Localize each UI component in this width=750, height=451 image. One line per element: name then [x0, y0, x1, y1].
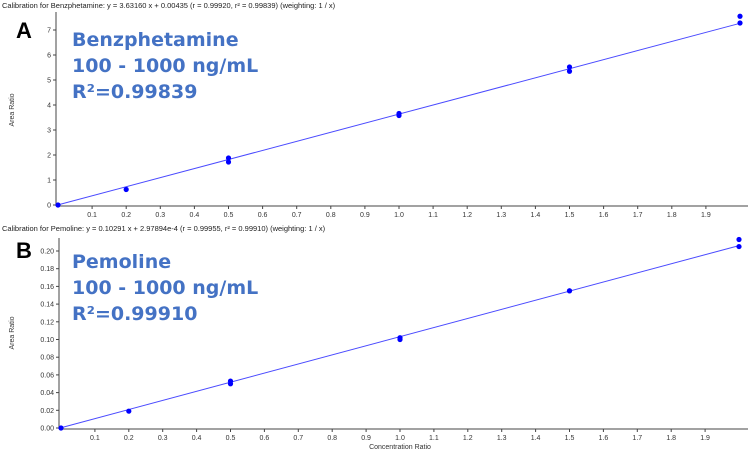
data-point	[736, 243, 742, 250]
x-tick-label: 0.4	[192, 435, 202, 442]
x-tick-label: 1.0	[395, 435, 405, 442]
data-point	[227, 378, 234, 384]
y-tick-label: 1	[47, 178, 51, 185]
y-tick-label: 4	[47, 103, 51, 110]
x-tick-label: 1.9	[700, 435, 710, 442]
panel-label: A	[16, 18, 32, 43]
x-tick-label: 1.3	[497, 435, 507, 442]
annotation-line: Benzphetamine	[72, 29, 239, 51]
x-tick-label: 0.9	[360, 212, 370, 219]
x-tick-label: 1.5	[565, 212, 575, 219]
x-tick-label: 1.7	[633, 212, 643, 219]
x-tick-label: 1.2	[462, 212, 472, 219]
x-tick-label: 1.0	[394, 212, 404, 219]
data-point	[396, 110, 402, 117]
x-tick-label: 0.7	[293, 435, 303, 442]
annotation-line: 100 - 1000 ng/mL	[72, 55, 258, 77]
y-axis-label: Area Ratio	[9, 316, 16, 349]
chart-panel-b: Calibration for Pemoline: y = 0.10291 x …	[2, 224, 748, 451]
data-point	[225, 159, 232, 165]
data-point	[397, 335, 403, 341]
x-tick-label: 0.5	[224, 212, 234, 219]
y-tick-label: 0.12	[40, 319, 54, 326]
x-tick-label: 1.4	[531, 212, 541, 219]
y-tick-label: 0.04	[40, 390, 54, 397]
data-point	[123, 186, 129, 193]
y-tick-label: 0.14	[40, 302, 54, 309]
y-tick-label: 0.06	[40, 372, 54, 379]
x-tick-label: 0.6	[260, 435, 270, 442]
y-tick-label: 0	[47, 203, 51, 210]
y-axis-label: Area Ratio	[9, 93, 16, 126]
annotation-line: R²=0.99839	[72, 81, 197, 103]
x-tick-label: 1.1	[428, 212, 438, 219]
x-tick-label: 0.4	[190, 212, 200, 219]
panel-label: B	[16, 238, 32, 263]
data-point	[566, 288, 573, 294]
x-tick-label: 0.5	[226, 435, 236, 442]
x-tick-label: 1.8	[667, 212, 677, 219]
x-tick-label: 1.6	[599, 212, 609, 219]
x-tick-label: 1.9	[701, 212, 711, 219]
chart-title: Calibration for Benzphetamine: y = 3.631…	[2, 1, 336, 10]
x-tick-label: 0.9	[361, 435, 371, 442]
x-tick-label: 1.6	[599, 435, 609, 442]
data-point	[126, 408, 132, 414]
x-tick-label: 1.5	[565, 435, 575, 442]
x-tick-label: 0.1	[90, 435, 100, 442]
chart-title: Calibration for Pemoline: y = 0.10291 x …	[2, 224, 326, 233]
x-tick-label: 0.8	[327, 435, 337, 442]
data-point	[225, 155, 232, 161]
data-point	[737, 13, 743, 19]
data-point	[55, 202, 61, 208]
x-tick-label: 0.3	[155, 212, 165, 219]
x-tick-label: 1.4	[531, 435, 541, 442]
data-point	[566, 64, 573, 70]
data-point	[566, 68, 573, 74]
y-tick-label: 0.16	[40, 284, 54, 291]
y-tick-label: 2	[47, 153, 51, 160]
x-tick-label: 1.1	[429, 435, 439, 442]
y-tick-label: 0.18	[40, 266, 54, 273]
y-tick-label: 0.08	[40, 355, 54, 362]
y-tick-label: 3	[47, 128, 51, 135]
y-tick-label: 0.02	[40, 408, 54, 415]
y-tick-label: 0.10	[40, 337, 54, 344]
x-tick-label: 0.1	[87, 212, 97, 219]
x-tick-label: 0.8	[326, 212, 336, 219]
x-tick-label: 0.3	[158, 435, 168, 442]
x-tick-label: 0.2	[121, 212, 131, 219]
data-point	[737, 20, 743, 26]
x-tick-label: 0.6	[258, 212, 268, 219]
data-point	[736, 236, 742, 243]
x-tick-label: 0.7	[292, 212, 302, 219]
data-point	[58, 425, 64, 431]
annotation-line: Pemoline	[72, 251, 171, 273]
y-tick-label: 0.20	[40, 249, 54, 256]
x-axis-label: Concentration Ratio	[369, 444, 431, 451]
y-tick-label: 5	[47, 78, 51, 85]
y-tick-label: 7	[47, 28, 51, 35]
y-tick-label: 0.00	[40, 426, 54, 433]
annotation-line: 100 - 1000 ng/mL	[72, 277, 258, 299]
y-tick-label: 6	[47, 53, 51, 60]
x-tick-label: 1.7	[632, 435, 642, 442]
x-tick-label: 1.8	[666, 435, 676, 442]
x-tick-label: 1.2	[463, 435, 473, 442]
chart-panel-a: Calibration for Benzphetamine: y = 3.631…	[2, 1, 748, 219]
annotation-line: R²=0.99910	[72, 303, 197, 325]
x-tick-label: 1.3	[496, 212, 506, 219]
x-tick-label: 0.2	[124, 435, 134, 442]
